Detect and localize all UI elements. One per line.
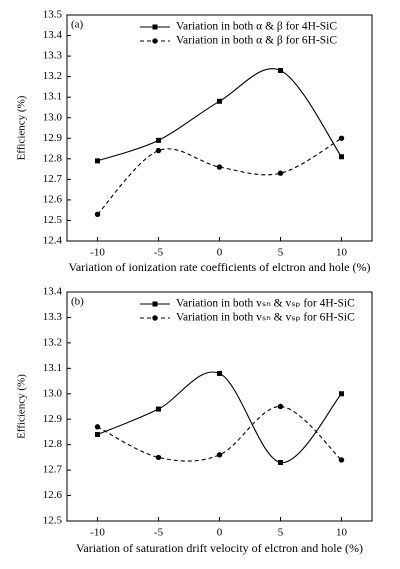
x-tick-label: -5 (154, 527, 164, 539)
legend-label: Variation in both vₛₙ & vₛₚ for 6H-SiC (176, 312, 355, 324)
y-tick-label: 13.4 (43, 29, 63, 41)
x-tick-label: -10 (90, 527, 105, 539)
y-tick-label: 13.0 (43, 387, 63, 399)
y-axis-label: Efficiency (%) (16, 95, 28, 160)
y-tick-label: 13.1 (43, 362, 62, 374)
x-tick-label: 5 (278, 247, 284, 259)
data-point (278, 67, 283, 73)
y-tick-label: 12.8 (43, 438, 63, 450)
x-tick-label: -10 (90, 247, 105, 259)
data-point (156, 137, 161, 143)
data-point (94, 424, 101, 430)
data-point (339, 154, 344, 160)
x-tick-label: 0 (217, 247, 223, 259)
x-axis-label: Variation of ionization rate coefficient… (69, 260, 371, 274)
series-line (97, 68, 342, 162)
panel-label: (a) (71, 19, 84, 31)
data-point (338, 135, 345, 141)
x-axis-label: Variation of saturation drift velocity o… (76, 541, 363, 555)
legend-label: Variation in both α & β for 6H-SiC (176, 35, 337, 47)
y-tick-label: 12.4 (43, 235, 63, 247)
series-line (97, 405, 342, 462)
x-tick-label: 10 (336, 527, 348, 539)
data-point (278, 459, 283, 465)
y-tick-label: 12.9 (43, 413, 63, 425)
data-point (339, 391, 344, 397)
data-point (217, 98, 222, 104)
data-point (217, 370, 222, 376)
y-axis-label: Efficiency (%) (16, 374, 28, 439)
legend-marker (152, 315, 158, 321)
series-line (97, 371, 342, 464)
legend-marker (152, 24, 158, 30)
data-point (95, 158, 100, 164)
y-tick-label: 12.9 (43, 132, 63, 144)
y-tick-label: 12.5 (43, 515, 63, 527)
data-point (277, 170, 284, 176)
data-point (155, 147, 162, 154)
data-point (155, 454, 162, 461)
data-point (338, 457, 345, 463)
y-tick-label: 13.4 (43, 286, 63, 298)
legend-label: Variation in both vₛₙ & vₛₚ for 4H-SiC (176, 298, 355, 310)
data-point (94, 211, 101, 217)
y-tick-label: 12.8 (43, 152, 63, 164)
y-tick-label: 13.1 (43, 91, 62, 103)
y-tick-label: 13.3 (43, 311, 63, 323)
y-tick-label: 13.2 (43, 70, 62, 82)
legend-marker (152, 38, 158, 44)
x-tick-label: 10 (336, 247, 348, 259)
y-tick-label: 13.2 (43, 336, 62, 348)
data-point (216, 452, 223, 458)
panel-label: (b) (71, 296, 84, 308)
y-tick-label: 12.6 (43, 193, 63, 205)
y-tick-label: 13.5 (43, 9, 63, 21)
x-tick-label: -5 (154, 247, 164, 259)
y-tick-label: 13.0 (43, 111, 63, 123)
legend-marker (152, 301, 158, 307)
y-tick-label: 12.7 (43, 464, 63, 476)
x-tick-label: 5 (278, 527, 284, 539)
y-tick-label: 13.3 (43, 50, 63, 62)
x-tick-label: 0 (217, 527, 223, 539)
data-point (216, 164, 223, 170)
y-tick-label: 12.5 (43, 214, 63, 226)
series-line (97, 137, 342, 215)
data-point (95, 431, 100, 437)
data-point (156, 406, 161, 412)
plot-frame (66, 291, 373, 522)
plot-frame (66, 14, 373, 242)
y-tick-label: 12.7 (43, 173, 63, 185)
legend-label: Variation in both α & β for 4H-SiC (176, 21, 337, 33)
data-point (277, 403, 284, 410)
y-tick-label: 12.6 (43, 489, 63, 501)
